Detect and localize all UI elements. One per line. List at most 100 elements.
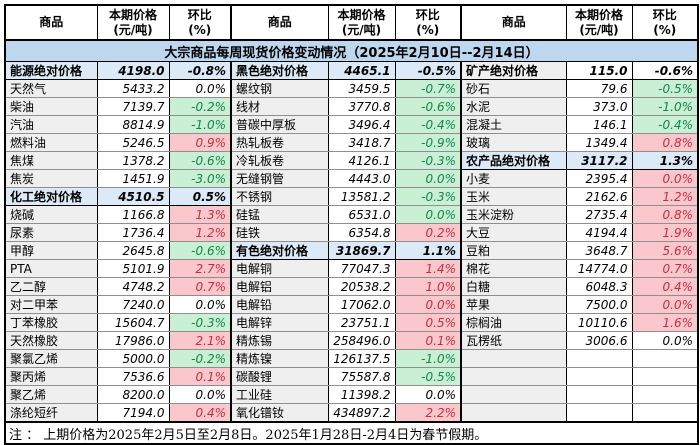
commodity-cell[interactable]: 无缝钢管 [230, 169, 328, 188]
price-cell[interactable]: 17062.0 [327, 295, 395, 314]
column-header-commodity[interactable]: 商品 [5, 5, 97, 41]
price-cell[interactable]: 2645.8 [96, 241, 169, 260]
change-cell[interactable]: -0.2% [168, 349, 231, 368]
price-cell[interactable]: 4748.2 [96, 277, 169, 296]
commodity-cell[interactable]: 丁苯橡胶 [5, 313, 97, 332]
price-cell[interactable]: 4443.0 [327, 169, 395, 188]
footnote[interactable]: 注 ： 上期价格为2025年2月5日至2月8日。2025年1月28日-2月4日为… [5, 421, 698, 445]
price-cell[interactable]: 15604.7 [96, 313, 169, 332]
commodity-cell[interactable]: 对二甲苯 [5, 295, 97, 314]
change-cell[interactable]: 0.1% [168, 367, 231, 386]
commodity-cell[interactable]: 水泥 [460, 97, 566, 116]
change-cell[interactable]: -0.4% [394, 115, 461, 134]
price-cell[interactable]: 126137.5 [327, 349, 395, 368]
change-cell[interactable]: 0.0% [631, 169, 698, 188]
change-cell[interactable]: -0.3% [394, 151, 461, 170]
commodity-cell[interactable]: 精炼镍 [230, 349, 328, 368]
change-cell[interactable]: -1.0% [168, 115, 231, 134]
change-cell[interactable]: 5.6% [631, 241, 698, 260]
commodity-cell[interactable]: 焦炭 [5, 169, 97, 188]
change-cell[interactable]: 0.8% [631, 205, 698, 224]
commodity-cell[interactable]: 棉花 [460, 259, 566, 278]
price-cell[interactable]: 79.6 [565, 79, 632, 98]
price-cell[interactable]: 77047.3 [327, 259, 395, 278]
price-cell[interactable]: 7139.7 [96, 97, 169, 116]
price-cell[interactable]: 14774.0 [565, 259, 632, 278]
commodity-cell[interactable]: 棕榈油 [460, 313, 566, 332]
change-cell[interactable]: -0.6% [631, 61, 698, 80]
change-cell[interactable] [631, 367, 698, 386]
change-cell[interactable]: -0.5% [394, 367, 461, 386]
change-cell[interactable]: 1.2% [631, 187, 698, 206]
commodity-cell[interactable]: PTA [5, 259, 97, 278]
price-cell[interactable]: 1378.2 [96, 151, 169, 170]
change-cell[interactable]: 1.3% [631, 151, 698, 170]
change-cell[interactable]: -0.5% [394, 61, 461, 80]
commodity-cell[interactable]: 热轧板卷 [230, 133, 328, 152]
price-cell[interactable]: 3117.2 [565, 151, 632, 170]
table-title[interactable]: 大宗商品每周现货价格变动情况（2025年2月10日--2月14日） [5, 39, 698, 62]
change-cell[interactable]: 1.1% [394, 241, 461, 260]
price-cell[interactable]: 1736.4 [96, 223, 169, 242]
price-cell[interactable]: 3770.8 [327, 97, 395, 116]
change-cell[interactable]: 0.7% [631, 259, 698, 278]
commodity-cell[interactable]: 天然气 [5, 79, 97, 98]
change-cell[interactable]: 0.0% [394, 205, 461, 224]
commodity-cell[interactable]: 汽油 [5, 115, 97, 134]
commodity-cell[interactable] [460, 367, 566, 386]
commodity-cell[interactable]: 硅铁 [230, 223, 328, 242]
commodity-cell[interactable]: 有色绝对价格 [230, 241, 328, 260]
price-cell[interactable]: 2162.6 [565, 187, 632, 206]
change-cell[interactable]: 1.6% [631, 313, 698, 332]
change-cell[interactable]: 0.0% [394, 385, 461, 404]
commodity-cell[interactable]: 烧碱 [5, 205, 97, 224]
change-cell[interactable]: 0.0% [631, 331, 698, 350]
price-cell[interactable]: 75587.8 [327, 367, 395, 386]
change-cell[interactable]: 0.0% [168, 295, 231, 314]
price-cell[interactable]: 115.0 [565, 61, 632, 80]
column-header-price[interactable]: 本期价格 (元/吨) [96, 5, 169, 41]
commodity-cell[interactable]: 甲醇 [5, 241, 97, 260]
commodity-cell[interactable]: 精炼锡 [230, 331, 328, 350]
price-cell[interactable]: 4465.1 [327, 61, 395, 80]
change-cell[interactable]: 0.5% [168, 187, 231, 206]
change-cell[interactable]: 0.0% [394, 169, 461, 188]
change-cell[interactable]: 0.4% [631, 277, 698, 296]
price-cell[interactable]: 1166.8 [96, 205, 169, 224]
commodity-cell[interactable]: 柴油 [5, 97, 97, 116]
price-cell[interactable]: 20538.2 [327, 277, 395, 296]
commodity-cell[interactable]: 氧化镨钕 [230, 403, 328, 423]
commodity-cell[interactable]: 不锈钢 [230, 187, 328, 206]
commodity-cell[interactable]: 聚乙烯 [5, 385, 97, 404]
commodity-cell[interactable]: 小麦 [460, 169, 566, 188]
commodity-cell[interactable]: 电解铜 [230, 259, 328, 278]
change-cell[interactable]: 0.0% [394, 295, 461, 314]
commodity-cell[interactable]: 涤纶短纤 [5, 403, 97, 423]
price-cell[interactable]: 8200.0 [96, 385, 169, 404]
column-header-change[interactable]: 环比 (%) [631, 5, 698, 41]
price-cell[interactable]: 7500.0 [565, 295, 632, 314]
price-cell[interactable]: 373.0 [565, 97, 632, 116]
change-cell[interactable]: 1.2% [168, 223, 231, 242]
commodity-cell[interactable]: 线材 [230, 97, 328, 116]
price-cell[interactable]: 3648.7 [565, 241, 632, 260]
price-cell[interactable] [565, 367, 632, 386]
commodity-cell[interactable]: 黑色绝对价格 [230, 61, 328, 80]
commodity-cell[interactable]: 玉米 [460, 187, 566, 206]
commodity-cell[interactable]: 聚丙烯 [5, 367, 97, 386]
price-cell[interactable]: 5101.9 [96, 259, 169, 278]
commodity-cell[interactable]: 天然橡胶 [5, 331, 97, 350]
price-cell[interactable]: 4194.4 [565, 223, 632, 242]
column-header-price[interactable]: 本期价格 (元/吨) [565, 5, 632, 41]
change-cell[interactable]: -0.6% [168, 151, 231, 170]
change-cell[interactable]: 2.2% [394, 403, 461, 423]
change-cell[interactable] [631, 403, 698, 423]
change-cell[interactable]: -0.9% [394, 133, 461, 152]
price-cell[interactable]: 3006.6 [565, 331, 632, 350]
commodity-cell[interactable]: 冷轧板卷 [230, 151, 328, 170]
price-cell[interactable]: 434897.2 [327, 403, 395, 423]
change-cell[interactable]: 1.0% [394, 277, 461, 296]
commodity-cell[interactable]: 瓦楞纸 [460, 331, 566, 350]
commodity-cell[interactable]: 豆粕 [460, 241, 566, 260]
price-cell[interactable]: 1451.9 [96, 169, 169, 188]
